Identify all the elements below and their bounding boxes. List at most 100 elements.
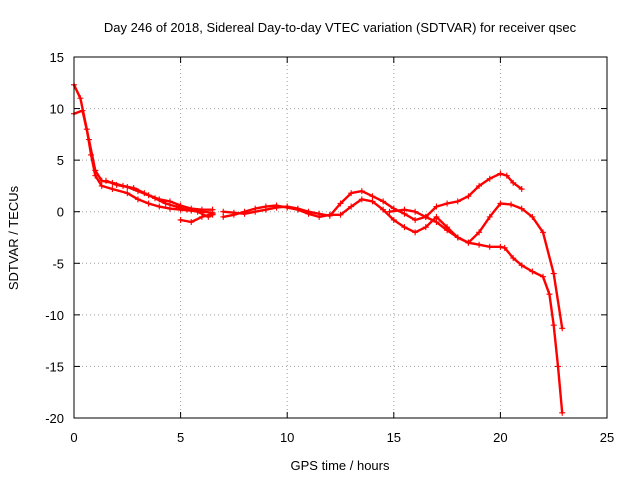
data-point [550,270,557,277]
series-line [467,241,564,414]
data-point [337,211,344,218]
data-point [501,244,508,251]
data-point [326,211,333,218]
data-point [166,198,173,205]
x-tick-label: 5 [177,430,184,445]
data-point [85,136,92,143]
data-point [386,208,393,215]
data-point [220,208,227,215]
data-point [109,186,116,193]
data-point [454,198,461,205]
y-tick-label: 5 [57,153,64,168]
data-point [412,208,419,215]
data-point [294,206,301,213]
data-point [358,196,365,203]
data-point [465,193,472,200]
series-line [222,198,564,330]
data-point [145,200,152,207]
data-point [124,183,131,190]
data-point [518,186,525,193]
data-point [380,206,387,213]
data-point [412,216,419,223]
data-point [476,229,483,236]
series-track-5 [220,170,525,223]
data-point [230,211,237,218]
x-tick-label: 15 [387,430,401,445]
y-tick-label: 10 [50,102,64,117]
data-point [510,255,517,262]
plot-frame [73,56,608,419]
data-point [412,229,419,236]
data-point [444,200,451,207]
series-track-1 [71,81,216,216]
data-point [422,224,429,231]
data-point [198,213,205,220]
data-point [486,243,493,250]
series-track-2 [71,107,216,220]
data-point [497,170,504,177]
y-tick-label: -5 [52,256,64,271]
data-point [102,177,109,184]
data-point [134,196,141,203]
data-point [337,200,344,207]
data-point [518,205,525,212]
y-tick-label: -15 [45,359,64,374]
data-point [145,192,152,199]
data-point [188,219,195,226]
data-point [316,213,323,220]
y-tick-label: -20 [45,411,64,426]
series-line [179,212,214,224]
data-point [433,203,440,210]
data-point [433,213,440,220]
y-axis-label: SDTVAR / TECUs [6,185,21,290]
x-tick-label: 0 [70,430,77,445]
data-point [401,224,408,231]
data-point [486,175,493,182]
data-point [529,213,536,220]
data-point [380,198,387,205]
data-point [348,203,355,210]
data-point [497,243,504,250]
data-point [422,213,429,220]
data-point [444,227,451,234]
data-point [177,202,184,209]
series-track-8 [465,239,566,416]
data-point [98,182,105,189]
data-point [305,210,312,217]
data-point [113,181,120,188]
data-point [156,203,163,210]
data-point [401,206,408,213]
x-tick-label: 10 [280,430,294,445]
data-point [209,210,216,217]
data-point [177,216,184,223]
grid [74,57,607,418]
y-tick-label: 0 [57,205,64,220]
data-point [503,172,510,179]
data-point [358,188,365,195]
data-point [124,190,131,197]
data-point [508,201,515,208]
data-point [554,363,561,370]
data-point [92,167,99,174]
data-point [540,273,547,280]
data-point [454,234,461,241]
data-point [476,182,483,189]
data-point [518,262,525,269]
data-point [486,213,493,220]
plot-area [71,81,566,416]
data-point [241,208,248,215]
data-point [550,322,557,329]
data-point [252,205,259,212]
series-track-3 [102,177,216,213]
data-point [220,213,227,220]
data-point [273,202,280,209]
data-point [529,268,536,275]
data-point [546,291,553,298]
data-point [284,204,291,211]
data-point [369,198,376,205]
data-point [134,188,141,195]
y-tick-label: 15 [50,50,64,65]
data-point [166,205,173,212]
data-point [188,205,195,212]
